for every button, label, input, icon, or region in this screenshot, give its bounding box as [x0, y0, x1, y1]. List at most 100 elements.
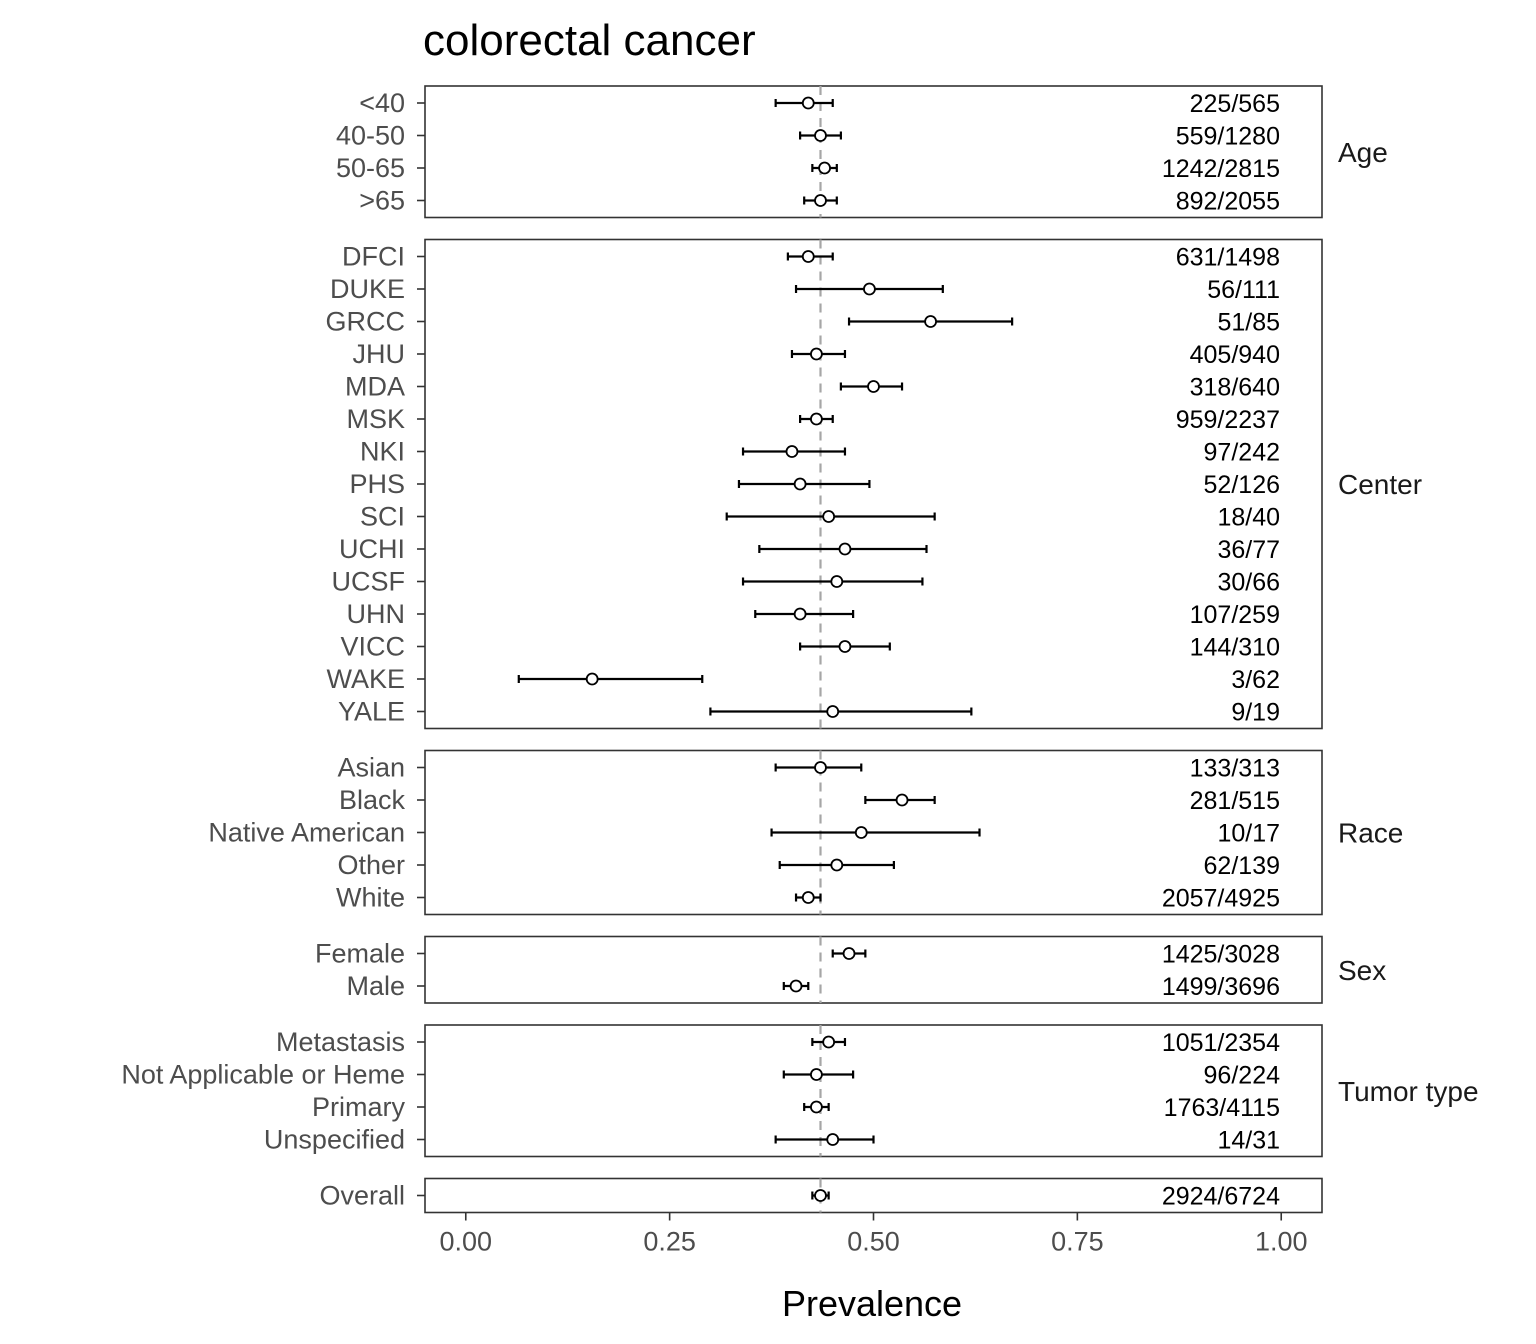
estimate-point [830, 858, 844, 872]
count-label: 3/62 [1231, 666, 1280, 694]
estimate-point [867, 380, 880, 393]
estimate-point [814, 761, 827, 774]
panel-border [424, 238, 1323, 730]
row-label: Female [315, 939, 405, 969]
count-label: 559/1280 [1176, 123, 1280, 151]
count-label: 631/1498 [1176, 244, 1280, 272]
row-primary: Primary 1763/4115 [312, 1092, 1280, 1122]
row-label: <40 [359, 88, 405, 118]
row-white: White 2057/4925 [336, 883, 1280, 913]
count-label: 10/17 [1217, 820, 1280, 848]
estimate-point [793, 607, 807, 621]
row--65: >65 892/2055 [359, 186, 1280, 216]
estimate-point [838, 640, 852, 653]
row-unspecified: Unspecified 14/31 [264, 1125, 1280, 1155]
row--40: <40 225/565 [359, 88, 1280, 118]
panel-tumor-type: Metastasis 1051/2354 Not Applicable or Hem… [121, 1024, 1479, 1158]
row-sci: SCI 18/40 [360, 502, 1280, 532]
row-label: 50-65 [336, 153, 405, 183]
row-native-american: Native American 10/17 [208, 818, 1280, 848]
row-msk: MSK 959/2237 [346, 404, 1280, 434]
estimate-point [801, 96, 815, 110]
row-phs: PHS 52/126 [349, 469, 1280, 499]
row-label: Male [346, 971, 405, 1001]
row-jhu: JHU 405/940 [353, 339, 1281, 369]
panel-center: DFCI 631/1498 DUKE 56/111 GRCC 51/85 JHU 405/94… [326, 238, 1422, 730]
row-label: UCHI [339, 534, 405, 564]
row-40-50: 40-50 559/1280 [336, 121, 1280, 151]
row-uhn: UHN 107/259 [347, 599, 1281, 629]
panel-overall: Overall 2924/6724 [319, 1177, 1323, 1214]
row-grcc: GRCC 51/85 [326, 307, 1281, 337]
row-other: Other 62/139 [337, 850, 1280, 880]
estimate-point [810, 412, 823, 426]
chart-title: colorectal cancer [423, 16, 756, 65]
count-label: 52/126 [1204, 471, 1280, 499]
estimate-point [801, 250, 815, 263]
estimate-point [822, 1035, 836, 1049]
estimate-point [830, 575, 844, 588]
estimate-point [826, 705, 840, 718]
estimate-point [814, 129, 827, 142]
row-black: Black 281/515 [339, 785, 1280, 815]
count-label: 959/2237 [1176, 406, 1280, 434]
estimate-point [863, 282, 876, 296]
panel-age: <40 225/565 40-50 559/1280 50-65 1242/2815 >65… [336, 85, 1388, 219]
x-tick-label: 0.25 [643, 1227, 696, 1257]
x-axis: 0.00 0.25 0.50 0.75 1.00 [439, 1212, 1308, 1257]
count-label: 1242/2815 [1162, 155, 1280, 183]
estimate-point [810, 1068, 823, 1081]
count-label: 1499/3696 [1162, 973, 1280, 1001]
count-label: 1425/3028 [1162, 941, 1280, 969]
estimate-point [789, 979, 803, 993]
count-label: 51/85 [1217, 309, 1280, 337]
count-label: 107/259 [1190, 601, 1280, 629]
estimate-point [814, 1189, 827, 1202]
row-label: UHN [347, 599, 406, 629]
row-label: DUKE [330, 274, 405, 304]
x-tick-label: 0.75 [1051, 1227, 1104, 1257]
estimate-point [924, 315, 937, 328]
count-label: 225/565 [1190, 90, 1280, 118]
row-mda: MDA 318/640 [345, 372, 1280, 402]
estimate-point [826, 1133, 840, 1146]
row-label: Black [339, 785, 406, 815]
row-label: Native American [208, 818, 405, 848]
row-label: Primary [312, 1092, 405, 1122]
row-label: Metastasis [276, 1027, 405, 1057]
row-50-65: 50-65 1242/2815 [336, 153, 1280, 183]
strip-label: Age [1338, 137, 1388, 168]
strip-label: Center [1338, 469, 1422, 500]
count-label: 30/66 [1217, 569, 1280, 597]
x-tick-label: 0.50 [847, 1227, 900, 1257]
count-label: 62/139 [1204, 852, 1280, 880]
row-overall: Overall 2924/6724 [319, 1181, 1280, 1211]
estimate-point [810, 347, 823, 361]
row-label: UCSF [332, 567, 406, 597]
estimate-point [818, 161, 831, 175]
row-label: >65 [359, 186, 405, 216]
count-label: 133/313 [1190, 755, 1280, 783]
row-label: YALE [338, 697, 405, 727]
x-axis-title: Prevalence [782, 1283, 962, 1324]
row-label: Unspecified [264, 1125, 405, 1155]
estimate-point [854, 826, 868, 839]
estimate-point [822, 510, 836, 523]
count-label: 318/640 [1190, 374, 1280, 402]
row-label: JHU [353, 339, 406, 369]
count-label: 9/19 [1231, 699, 1280, 727]
panel-border [424, 85, 1323, 219]
row-label: PHS [349, 469, 405, 499]
chart-panels: <40 225/565 40-50 559/1280 50-65 1242/2815 >65… [121, 85, 1479, 1214]
count-label: 1763/4115 [1164, 1094, 1280, 1122]
row-label: Overall [319, 1181, 405, 1211]
panel-race: Asian 133/313 Black 281/515 Native American 1… [208, 749, 1403, 916]
strip-label: Sex [1338, 955, 1386, 986]
estimate-point [810, 1100, 823, 1114]
row-label: NKI [360, 437, 405, 467]
row-label: MSK [346, 404, 405, 434]
row-label: Asian [337, 753, 405, 783]
row-label: MDA [345, 372, 405, 402]
row-ucsf: UCSF 30/66 [332, 567, 1281, 597]
